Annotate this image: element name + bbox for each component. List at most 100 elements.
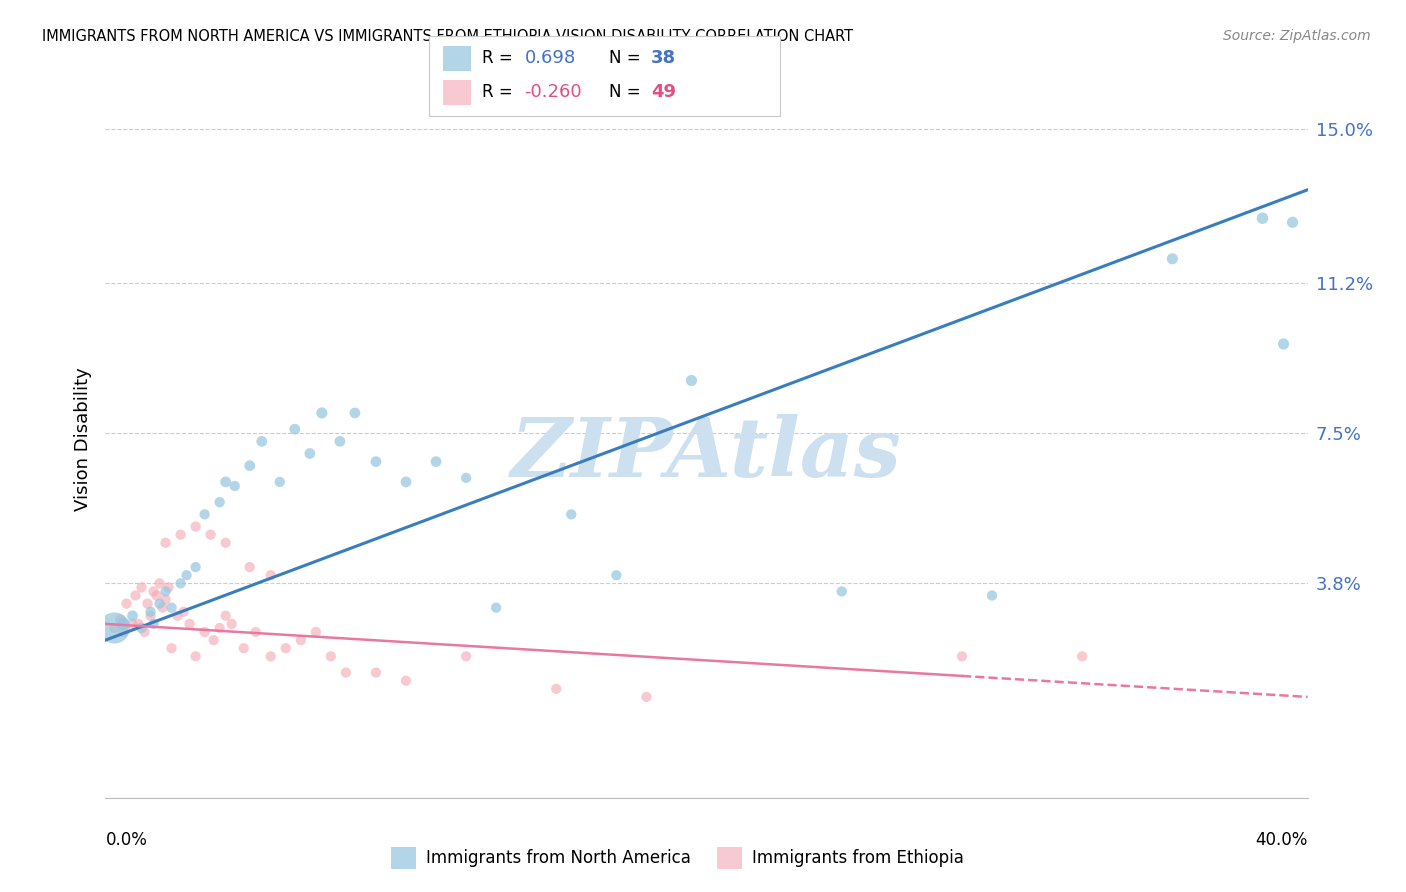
Point [155, 592, 177, 607]
Point [260, 568, 283, 582]
Text: N =: N = [609, 49, 640, 67]
Point [239, 458, 262, 473]
Text: Immigrants from North America: Immigrants from North America [426, 849, 690, 867]
Point [221, 616, 243, 631]
Point [173, 605, 195, 619]
Point [194, 508, 217, 522]
Point [981, 589, 1004, 603]
Text: 49: 49 [651, 83, 676, 101]
Text: R =: R = [482, 83, 513, 101]
Point [148, 576, 170, 591]
Point [1272, 337, 1295, 351]
Point [214, 535, 236, 549]
Y-axis label: Vision Disability: Vision Disability [73, 368, 91, 511]
Point [169, 527, 191, 541]
Point [329, 434, 352, 449]
Point [232, 641, 254, 656]
Point [142, 584, 165, 599]
Point [169, 576, 191, 591]
Point [145, 589, 167, 603]
Point [131, 621, 153, 635]
Point [343, 406, 366, 420]
Point [1161, 252, 1184, 266]
Point [269, 475, 291, 489]
Text: 40.0%: 40.0% [1256, 831, 1308, 849]
Point [224, 479, 246, 493]
Point [184, 519, 207, 533]
Text: N =: N = [609, 83, 640, 101]
Text: 0.0%: 0.0% [105, 831, 148, 849]
Point [115, 597, 138, 611]
Point [157, 581, 180, 595]
Point [364, 665, 387, 680]
Point [311, 406, 333, 420]
Point [103, 621, 125, 635]
Point [184, 649, 207, 664]
Point [148, 597, 170, 611]
Point [454, 471, 477, 485]
Point [160, 641, 183, 656]
Point [112, 625, 135, 640]
Point [425, 455, 447, 469]
Point [128, 616, 150, 631]
Point [364, 455, 387, 469]
Point [560, 508, 582, 522]
Point [166, 608, 188, 623]
Point [1251, 211, 1274, 226]
Point [681, 374, 703, 388]
Point [284, 422, 307, 436]
Text: 38: 38 [651, 49, 676, 67]
Point [454, 649, 477, 664]
Point [319, 649, 342, 664]
Point [112, 616, 135, 631]
Point [395, 673, 418, 688]
Point [1071, 649, 1094, 664]
Point [200, 527, 222, 541]
Point [485, 600, 508, 615]
Point [202, 633, 225, 648]
Point [260, 649, 283, 664]
Point [214, 475, 236, 489]
Point [831, 584, 853, 599]
Point [136, 597, 159, 611]
Point [124, 589, 146, 603]
Point [184, 560, 207, 574]
Text: 0.698: 0.698 [524, 49, 575, 67]
Point [139, 608, 162, 623]
Text: -0.260: -0.260 [524, 83, 582, 101]
Point [208, 495, 231, 509]
Point [605, 568, 627, 582]
Point [1281, 215, 1303, 229]
Point [305, 625, 328, 640]
Point [250, 434, 273, 449]
Text: Immigrants from Ethiopia: Immigrants from Ethiopia [752, 849, 965, 867]
Point [160, 600, 183, 615]
Point [208, 621, 231, 635]
Point [245, 625, 267, 640]
Point [290, 633, 312, 648]
Point [298, 446, 321, 460]
Point [194, 625, 217, 640]
Point [155, 584, 177, 599]
Point [636, 690, 658, 704]
Point [139, 605, 162, 619]
Point [121, 616, 143, 631]
Point [335, 665, 357, 680]
Point [274, 641, 297, 656]
Text: Source: ZipAtlas.com: Source: ZipAtlas.com [1223, 29, 1371, 43]
Point [134, 625, 156, 640]
Point [395, 475, 418, 489]
Point [214, 608, 236, 623]
Point [155, 535, 177, 549]
Point [131, 581, 153, 595]
Text: IMMIGRANTS FROM NORTH AMERICA VS IMMIGRANTS FROM ETHIOPIA VISION DISABILITY CORR: IMMIGRANTS FROM NORTH AMERICA VS IMMIGRA… [42, 29, 853, 44]
Point [121, 608, 143, 623]
Point [546, 681, 568, 696]
Point [110, 613, 132, 627]
Point [176, 568, 198, 582]
Text: R =: R = [482, 49, 513, 67]
Point [142, 616, 165, 631]
Point [179, 616, 201, 631]
Point [239, 560, 262, 574]
Point [152, 600, 174, 615]
